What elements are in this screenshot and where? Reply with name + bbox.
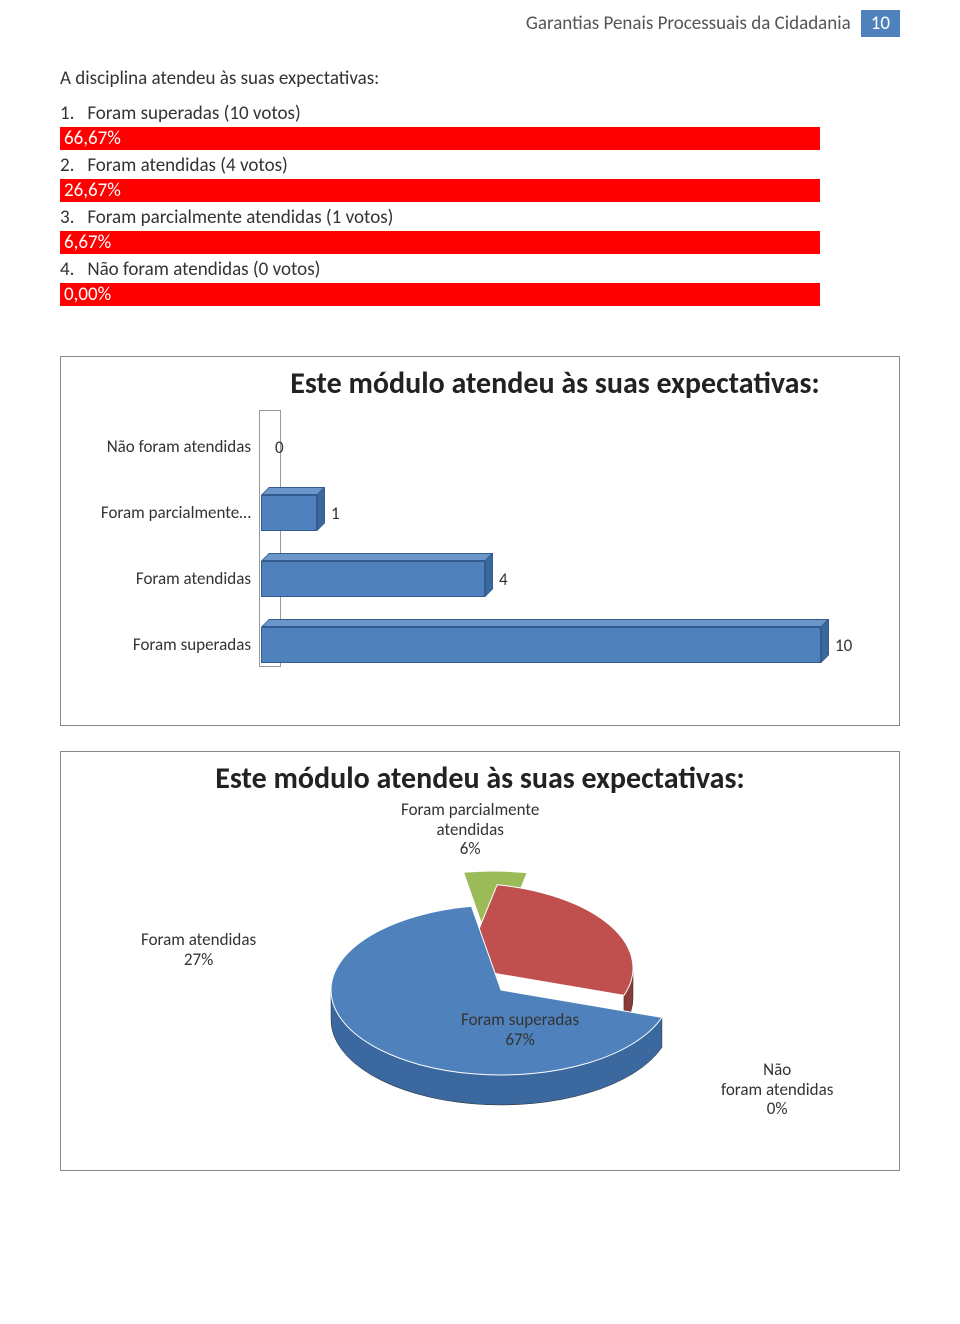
pie-chart-area: Foram parcialmente atendidas6% Foram aten… (81, 800, 879, 1120)
bar-row: Foram atendidas 4 (81, 557, 879, 601)
page-header-title: Garantias Penais Processuais da Cidadani… (526, 12, 851, 35)
bar-row: Não foram atendidas 0 (81, 425, 879, 469)
survey-options-list: 1. Foram superadas (10 votos)66,67%2. Fo… (60, 100, 900, 306)
survey-option: 1. Foram superadas (10 votos)66,67% (60, 100, 900, 150)
bar-row: Foram parcialmente… 1 (81, 491, 879, 535)
bar-track: 10 (261, 627, 879, 663)
bar-top-face (261, 619, 829, 627)
bar-value-label: 1 (331, 503, 340, 524)
bar-top-face (261, 487, 325, 495)
pie-label-superadas: Foram superadas67% (461, 1010, 579, 1049)
pie-label-atendidas: Foram atendidas27% (141, 930, 256, 969)
survey-option-label: 2. Foram atendidas (4 votos) (60, 152, 900, 179)
bar-value-label: 0 (275, 437, 284, 458)
pie-chart-container: Este módulo atendeu às suas expectativas… (60, 751, 900, 1171)
bar (261, 627, 821, 663)
bar-side-face (821, 619, 829, 663)
bar-chart-title: Este módulo atendeu às suas expectativas… (231, 367, 879, 400)
bar-track: 4 (261, 561, 879, 597)
bar-track: 1 (261, 495, 879, 531)
survey-option-value: 66,67% (60, 127, 820, 150)
bar-chart-container: Este módulo atendeu às suas expectativas… (60, 356, 900, 726)
survey-option: 3. Foram parcialmente atendidas (1 votos… (60, 204, 900, 254)
bar-category-label: Foram atendidas (81, 570, 261, 589)
bar-category-label: Foram superadas (81, 636, 261, 655)
bar-top-face (261, 553, 493, 561)
page-number-badge: 10 (861, 10, 900, 37)
bar-category-label: Foram parcialmente… (81, 504, 261, 523)
bar-track: 0 (261, 429, 879, 465)
survey-option-label: 4. Não foram atendidas (0 votos) (60, 256, 900, 283)
bar (261, 495, 317, 531)
survey-question: A disciplina atendeu às suas expectativa… (60, 67, 900, 90)
survey-option: 2. Foram atendidas (4 votos)26,67% (60, 152, 900, 202)
survey-option-value: 0,00% (60, 283, 820, 306)
pie-label-nao-foram: Nãoforam atendidas0% (721, 1060, 833, 1119)
bar-value-label: 10 (835, 635, 852, 656)
survey-option-value: 6,67% (60, 231, 820, 254)
survey-option-value: 26,67% (60, 179, 820, 202)
survey-option: 4. Não foram atendidas (0 votos)0,00% (60, 256, 900, 306)
survey-option-label: 3. Foram parcialmente atendidas (1 votos… (60, 204, 900, 231)
bar-value-label: 4 (499, 569, 508, 590)
bar-category-label: Não foram atendidas (81, 438, 261, 457)
survey-option-label: 1. Foram superadas (10 votos) (60, 100, 900, 127)
bar (261, 561, 485, 597)
pie-label-parcialmente: Foram parcialmente atendidas6% (401, 800, 539, 859)
pie-chart-title: Este módulo atendeu às suas expectativas… (81, 762, 879, 795)
bar-side-face (317, 487, 325, 531)
bar-row: Foram superadas 10 (81, 623, 879, 667)
bar-side-face (485, 553, 493, 597)
